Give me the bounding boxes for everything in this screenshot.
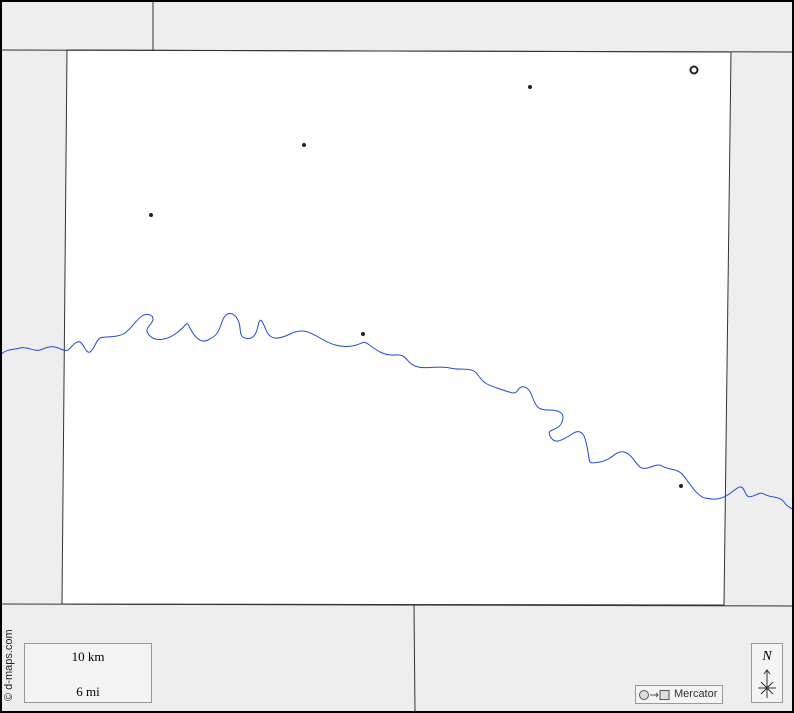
compass-icon [758, 669, 776, 698]
town-marker [679, 484, 683, 488]
county-seat-marker [689, 65, 699, 75]
scale-km-label: 10 km [71, 649, 105, 664]
scale-bar: 10 km 6 mi [24, 643, 152, 703]
scale-mi-label: 6 mi [76, 684, 100, 699]
north-arrow: N [751, 643, 783, 703]
projection-box: Mercator [635, 685, 723, 704]
town-marker [361, 332, 365, 336]
town-marker [528, 85, 532, 89]
copyright-text: © d-maps.com [3, 629, 15, 701]
county-area [61, 49, 732, 606]
circle-to-square-icon [639, 690, 670, 700]
place-markers [149, 85, 683, 488]
river [0, 313, 794, 511]
town-marker [149, 213, 153, 217]
north-label: N [762, 649, 772, 664]
projection-label: Mercator [674, 688, 718, 700]
town-marker [302, 143, 306, 147]
